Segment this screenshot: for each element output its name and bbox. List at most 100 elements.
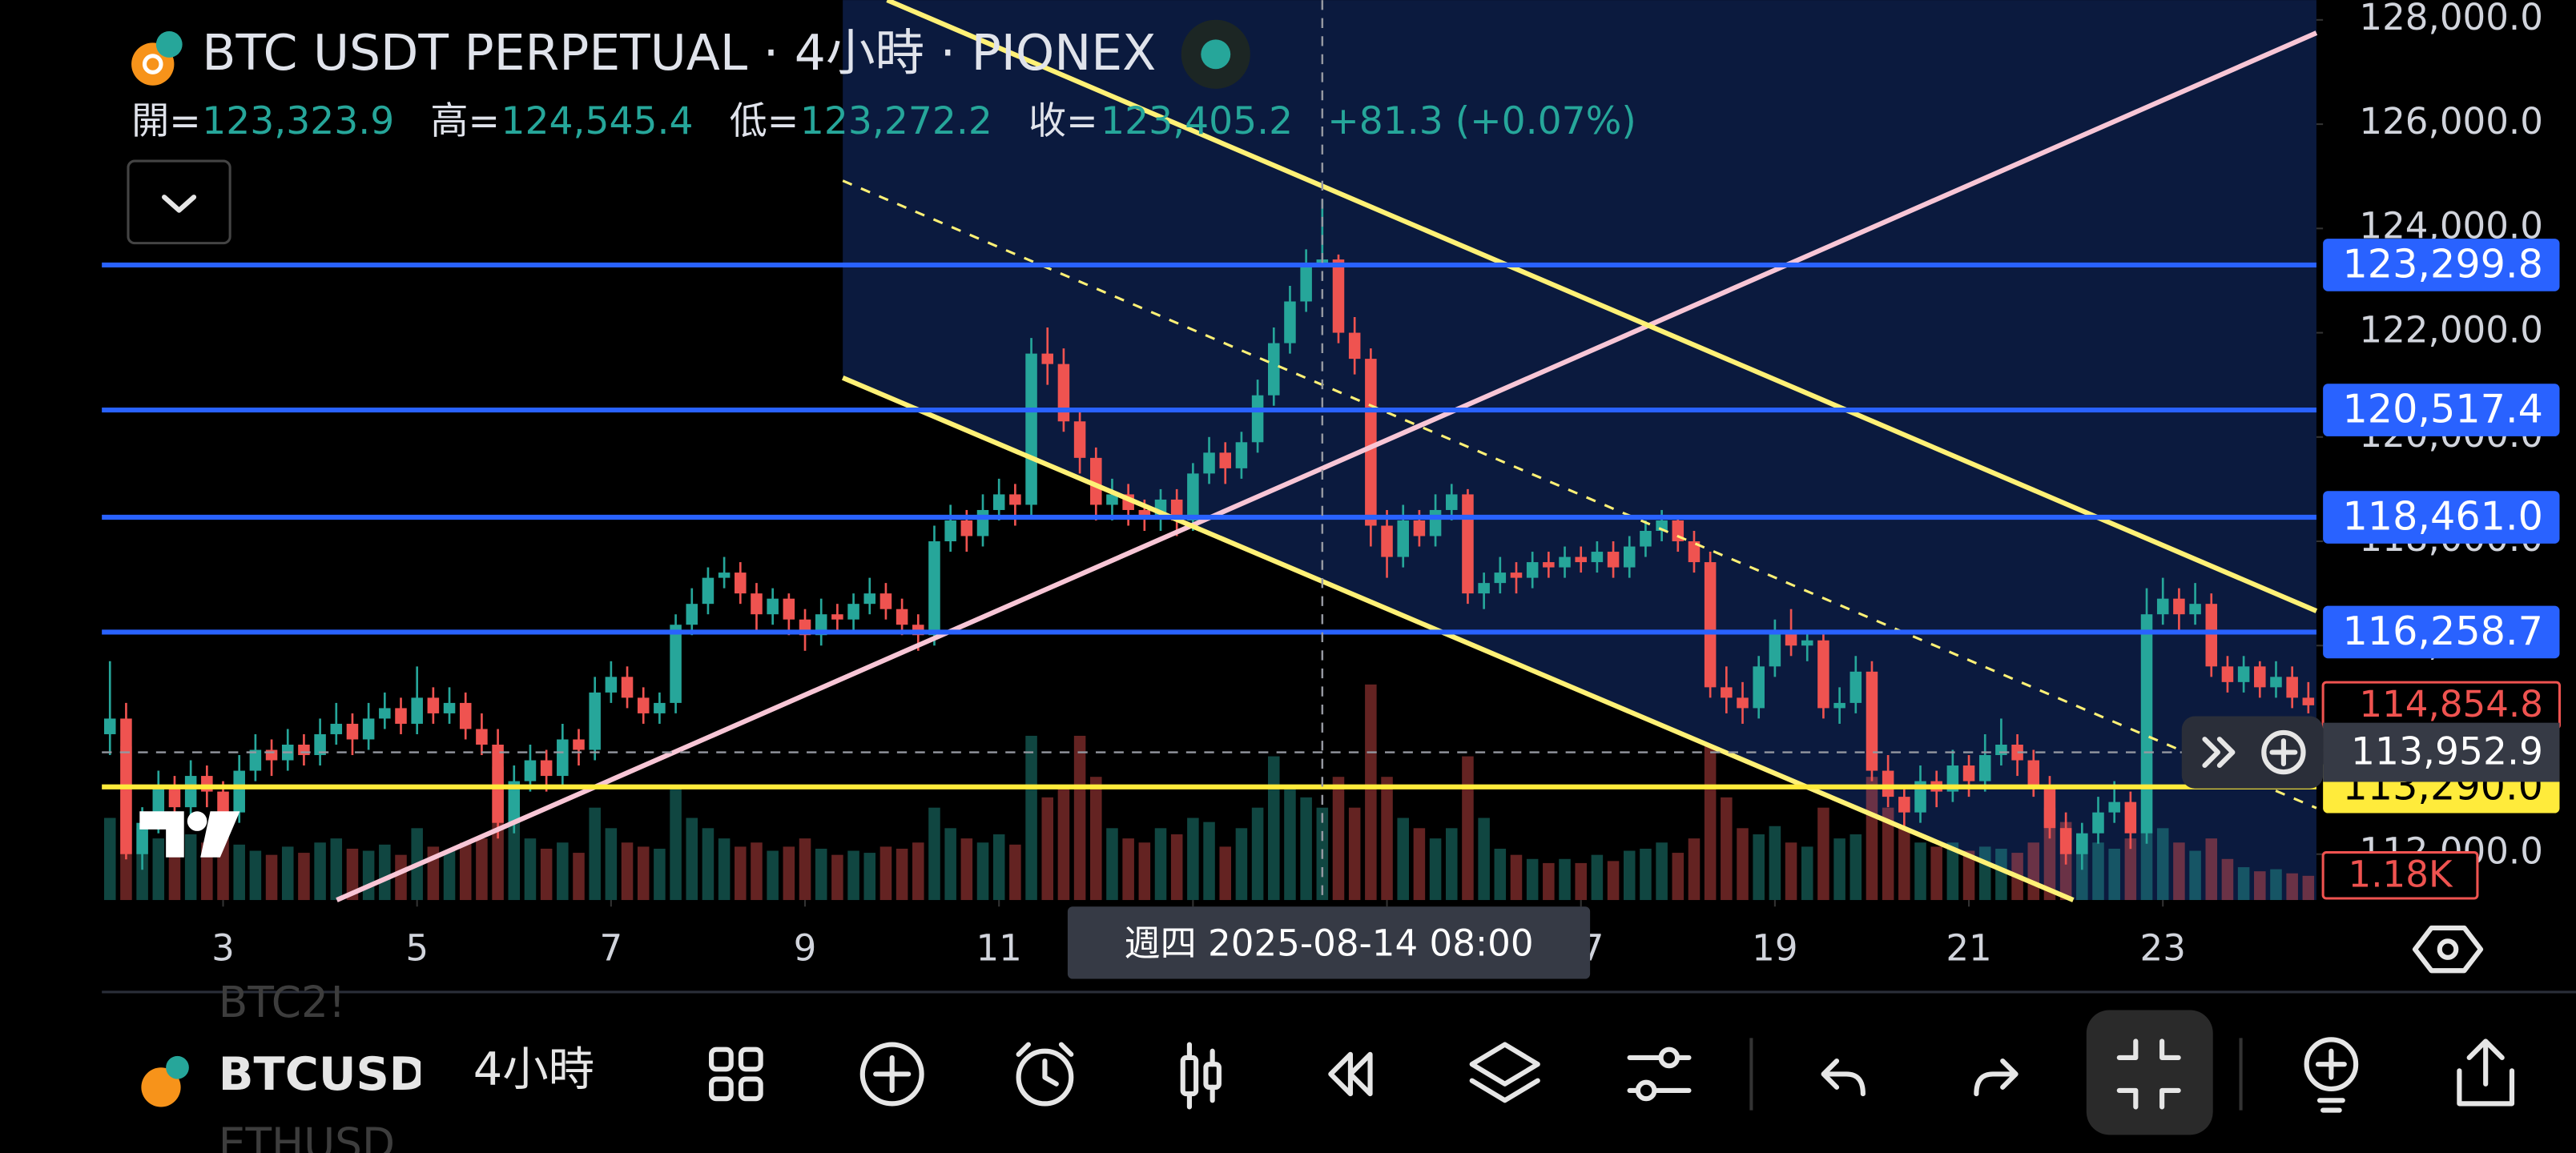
candle-body	[831, 614, 843, 620]
candle-body	[1413, 520, 1426, 536]
alarm-icon[interactable]	[1016, 1042, 1074, 1107]
volume-bar	[1494, 848, 1507, 901]
last-price-label: 114,854.8	[2359, 683, 2543, 725]
candle-body	[395, 708, 407, 724]
candle-body	[346, 723, 359, 740]
redo-icon[interactable]	[1974, 1058, 2019, 1097]
volume-bar	[1235, 828, 1248, 901]
candle-body	[524, 760, 537, 781]
candle-body	[1187, 473, 1199, 520]
candle-body	[1510, 572, 1523, 578]
candle-body	[702, 577, 714, 605]
volume-bar	[1381, 777, 1393, 901]
volume-bar	[1946, 842, 1959, 901]
candle-body	[1009, 494, 1021, 505]
volume-bar	[976, 842, 989, 901]
crosshair-time-box	[1067, 906, 1591, 979]
y-tick-label: 122,000.0	[2359, 309, 2543, 352]
settings-icon[interactable]	[1627, 1047, 1692, 1102]
candle-body	[2108, 801, 2120, 813]
layers-icon[interactable]	[1469, 1042, 1540, 1103]
candle-body	[1090, 457, 1102, 505]
candle-body	[1995, 744, 2007, 756]
volume-bar	[896, 848, 908, 901]
layout-icon[interactable]	[709, 1047, 763, 1102]
share-icon[interactable]	[2457, 1039, 2515, 1107]
volume-bar	[281, 846, 294, 901]
add-order-icon	[2269, 738, 2298, 767]
x-tick-label: 23	[2140, 927, 2186, 970]
candle-body	[1284, 301, 1296, 343]
candle-body	[1041, 353, 1054, 364]
candle-body	[992, 494, 1005, 510]
volume-label: 1.18K	[2349, 853, 2453, 895]
coin-icon	[141, 1067, 181, 1107]
logo-part	[187, 811, 207, 831]
volume-bar	[1138, 842, 1151, 901]
x-tick-label: 19	[1752, 927, 1797, 970]
legend-label: 低=	[730, 99, 799, 143]
x-tick-label: 7	[600, 927, 623, 970]
x-tick-label: 21	[1946, 927, 1991, 970]
candle-body	[2140, 614, 2153, 834]
collapse-button[interactable]	[127, 159, 231, 245]
volume-bar	[718, 838, 731, 901]
legend-value: 123,272.2	[800, 99, 992, 143]
toolbar: BTC2! BTCUSDT ETHUSD 4小時	[0, 978, 2576, 1153]
idea-icon[interactable]	[2304, 1037, 2359, 1113]
volume-bar	[249, 850, 262, 901]
candle-body	[718, 572, 731, 578]
symbol-item[interactable]: ETHUSD	[219, 1119, 395, 1153]
candle-body	[330, 723, 343, 734]
badge	[155, 31, 183, 58]
hex-icon	[2437, 938, 2459, 960]
candle-body	[136, 822, 148, 854]
symbol-item[interactable]: BTC2!	[219, 978, 346, 1027]
volume-bar	[670, 787, 682, 901]
volume-bar	[815, 848, 827, 901]
replay-icon[interactable]	[1328, 1051, 1373, 1097]
candle-body	[1704, 562, 1717, 688]
add-icon[interactable]	[859, 1042, 924, 1107]
volume-bar	[1898, 828, 1910, 901]
volume-bar	[540, 848, 553, 901]
symbol-item[interactable]: BTCUSDT	[219, 1047, 459, 1101]
candle-body	[735, 572, 747, 594]
volume-bar	[960, 838, 973, 901]
volume-bar	[1737, 828, 1749, 901]
volume-bar	[2092, 842, 2104, 901]
fullscreen-button[interactable]	[2086, 1010, 2213, 1135]
volume-bar	[573, 853, 585, 901]
settings-button[interactable]	[2412, 925, 2484, 974]
x-tick-label: 9	[794, 927, 817, 970]
volume-bar	[1090, 777, 1102, 901]
volume-bar	[1429, 838, 1442, 901]
undo-icon[interactable]	[1821, 1058, 1866, 1097]
candle-icon[interactable]	[1180, 1042, 1222, 1110]
candle-body	[1753, 666, 1765, 709]
volume-bar	[233, 844, 245, 901]
price-line-label: 120,517.4	[2342, 386, 2542, 432]
volume-bar	[508, 818, 521, 901]
candle-body	[1640, 531, 1652, 547]
candle-body	[686, 604, 698, 625]
candle-body	[1478, 583, 1490, 594]
trend-line	[336, 30, 2318, 902]
volume-bar	[1914, 842, 1926, 901]
candle-body	[2221, 666, 2234, 682]
candle-body	[492, 744, 504, 823]
volume-bar	[1073, 735, 1086, 901]
symbol-title: BTC USDT PERPETUAL · 4小時 · PIONEX	[202, 24, 1156, 82]
candle-body	[1882, 770, 1894, 797]
interval[interactable]: 4小時	[473, 1043, 594, 1096]
volume-bar	[443, 850, 456, 901]
volume-bar	[1526, 858, 1539, 901]
candle-body	[2286, 677, 2298, 698]
volume-bar	[1203, 822, 1215, 901]
candle-body	[1494, 572, 1507, 584]
volume-bar	[330, 838, 343, 901]
volume-bar	[1300, 797, 1312, 901]
volume-bar	[1995, 848, 2007, 901]
volume-bar	[1462, 756, 1474, 901]
